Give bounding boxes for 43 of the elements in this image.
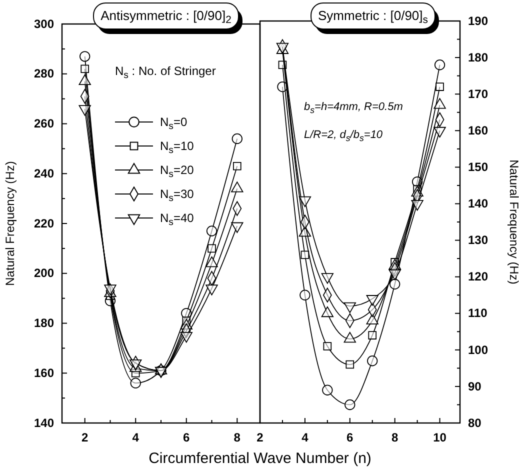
y-tick-label: 140 xyxy=(34,416,54,430)
legend-label: N$_{s}$=0 xyxy=(160,115,188,132)
y-tick-label: 220 xyxy=(34,216,54,230)
legend-label: N$_{s}$=30 xyxy=(160,187,194,204)
x-axis-title: Circumferential Wave Number (n) xyxy=(148,450,372,467)
chart-title: Antisymmetric : [0/90]$_{2}$ xyxy=(100,8,232,26)
x-tick-label: 8 xyxy=(391,430,398,445)
y-tick-label: 180 xyxy=(468,50,488,64)
y-tick-label: 80 xyxy=(468,416,482,430)
legend-label: N$_{s}$=20 xyxy=(160,163,194,180)
annotation: b$_{s}$=h=4mm, R=0.5m xyxy=(304,101,403,115)
y-tick-label: 180 xyxy=(34,316,54,330)
chart-title: Symmetric : [0/90]$_{s}$ xyxy=(318,8,428,26)
y-tick-label: 240 xyxy=(34,166,54,180)
y-tick-label: 100 xyxy=(468,342,488,357)
legend-label: N$_{s}$=10 xyxy=(160,139,194,156)
x-tick-label: 6 xyxy=(183,430,190,445)
x-tick-label: 4 xyxy=(132,430,140,445)
y-tick-label: 190 xyxy=(468,14,488,28)
y-tick-label: 140 xyxy=(468,196,488,211)
x-tick-label: 8 xyxy=(234,430,241,445)
y-tick-label: 150 xyxy=(468,160,488,174)
y-tick-label: 200 xyxy=(34,266,54,280)
x-tick-label: 10 xyxy=(433,430,447,445)
legend-title: N$_{s}$ : No. of Stringer xyxy=(115,64,216,81)
y-axis-title: Natural Frequency (Hz) xyxy=(507,160,519,284)
y-tick-label: 160 xyxy=(34,366,54,380)
x-tick-label: 6 xyxy=(346,430,354,445)
legend-label: N$_{s}$=40 xyxy=(160,211,194,228)
y-tick-label: 170 xyxy=(468,86,488,101)
y-tick-label: 90 xyxy=(468,379,482,394)
x-tick-label: 4 xyxy=(302,430,309,445)
y-tick-label: 160 xyxy=(468,123,488,138)
y-tick-label: 130 xyxy=(468,233,488,248)
y-axis-title: Natural Frequency (Hz) xyxy=(3,161,17,286)
y-tick-label: 110 xyxy=(468,306,488,320)
annotation: L/R=2, d$_{s}$/b$_{s}$=10 xyxy=(304,129,384,143)
x-tick-label: 2 xyxy=(256,430,264,445)
y-tick-label: 280 xyxy=(34,66,54,81)
x-tick-label: 2 xyxy=(82,430,88,445)
y-tick-label: 300 xyxy=(34,16,54,31)
y-tick-label: 260 xyxy=(34,116,54,131)
y-tick-label: 120 xyxy=(468,270,488,284)
